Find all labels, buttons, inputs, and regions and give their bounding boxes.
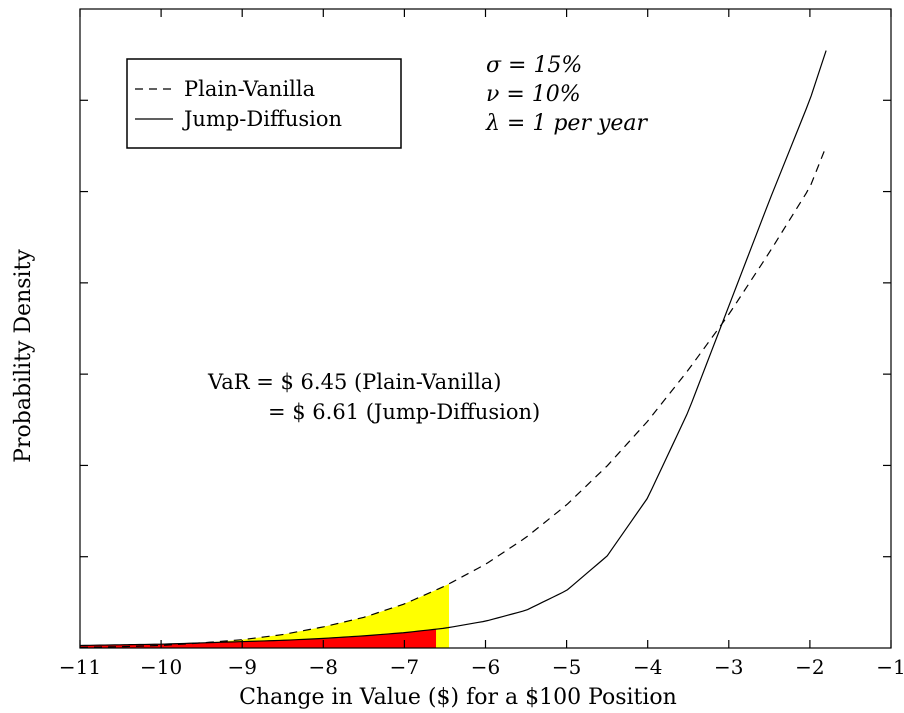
x-tick-label: −3 — [714, 655, 743, 679]
shaded-areas — [80, 583, 449, 648]
legend: Plain-Vanilla Jump-Diffusion — [126, 58, 402, 149]
x-tick-label: −5 — [552, 655, 581, 679]
x-tick-label: −7 — [390, 655, 419, 679]
shaded-region-jump-diffusion — [80, 629, 437, 648]
legend-box — [126, 58, 402, 149]
curves — [79, 50, 827, 648]
y-axis-label: Probability Density — [11, 249, 36, 463]
x-tick-label: −6 — [471, 655, 500, 679]
var-annotation: VaR = $ 6.45 (Plain-Vanilla) = $ 6.61 (J… — [207, 370, 540, 424]
x-axis-label: Change in Value ($) for a $100 Position — [239, 685, 677, 710]
legend-label-jump-diffusion: Jump-Diffusion — [182, 107, 342, 131]
y-ticks — [80, 99, 891, 558]
x-tick-label: −2 — [795, 655, 824, 679]
x-tick-label: −10 — [140, 655, 182, 679]
parameter-annotation: σ = 15% ν = 10% λ = 1 per year — [485, 53, 649, 136]
x-tick-label: −8 — [309, 655, 338, 679]
x-tick-label: −11 — [59, 655, 101, 679]
x-tick-label: −9 — [227, 655, 256, 679]
param-sigma: σ = 15% — [486, 53, 582, 78]
series-line-plain-vanilla — [79, 146, 827, 648]
series-line-jump-diffusion — [79, 50, 827, 647]
param-lambda: λ = 1 per year — [485, 111, 649, 136]
legend-label-plain-vanilla: Plain-Vanilla — [184, 77, 315, 101]
var-line-2: = $ 6.61 (Jump-Diffusion) — [268, 400, 540, 424]
x-tick-label: −1 — [876, 655, 904, 679]
var-line-1: VaR = $ 6.45 (Plain-Vanilla) — [207, 370, 502, 394]
x-ticks: −11 −10 −9 −8 −7 −6 −5 −4 −3 −2 −1 — [59, 9, 904, 679]
x-tick-label: −4 — [633, 655, 662, 679]
param-nu: ν = 10% — [486, 82, 581, 107]
shaded-region-plain-vanilla — [80, 583, 449, 648]
